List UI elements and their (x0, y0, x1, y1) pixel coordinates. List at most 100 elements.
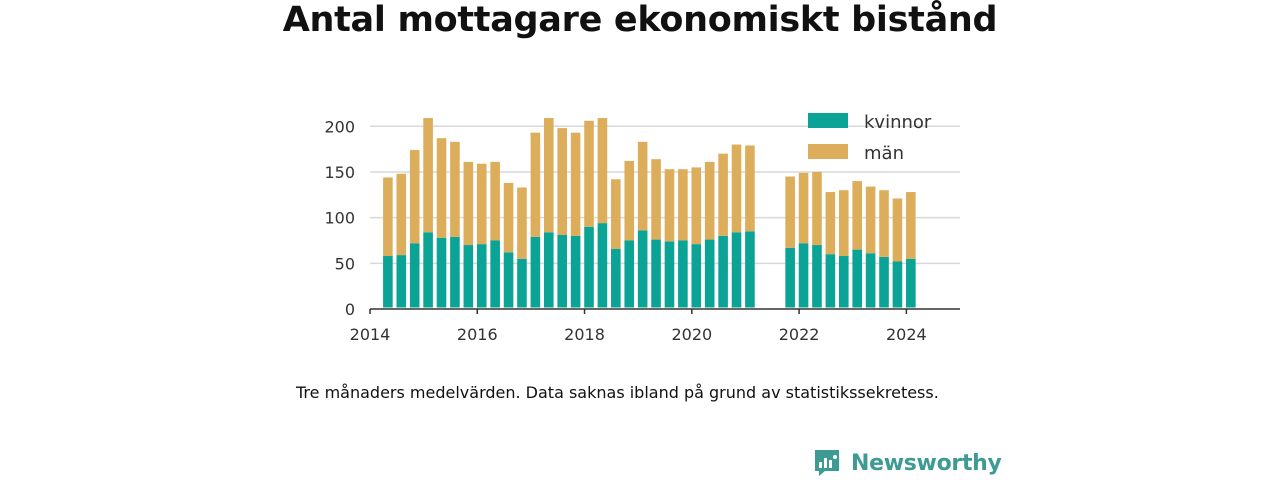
chart-title: Antal mottagare ekonomiskt bistånd (282, 0, 998, 40)
bar-man (530, 132, 541, 237)
bar-man (704, 161, 715, 240)
bar-kvinnor (892, 261, 903, 308)
bar-man (597, 118, 608, 224)
y-tick-label: 150 (324, 163, 355, 182)
bar-man (543, 118, 554, 233)
bar-man (731, 144, 742, 233)
bar-man (745, 145, 755, 232)
bar-kvinnor (731, 232, 742, 308)
bar-kvinnor (879, 256, 889, 308)
y-tick-label: 200 (324, 117, 355, 136)
bar-kvinnor (865, 253, 876, 308)
bar-kvinnor (570, 235, 581, 308)
bar-kvinnor (838, 256, 849, 308)
bar-kvinnor (409, 243, 420, 308)
bar-kvinnor (906, 258, 916, 308)
x-axis-ticks: 2014 2016 2018 2020 2022 2024 (350, 309, 927, 344)
bar-man (812, 171, 822, 246)
bar-kvinnor (745, 231, 755, 308)
bar-kvinnor (664, 241, 675, 308)
y-tick-label: 50 (335, 254, 355, 273)
bar-man (718, 153, 728, 236)
legend-label-kvinnor: kvinnor (864, 112, 932, 133)
bar-kvinnor (691, 244, 702, 308)
bar-man (409, 150, 420, 244)
bar-kvinnor (785, 247, 795, 308)
bar-man (825, 192, 836, 255)
bar-man (450, 141, 460, 237)
bar-kvinnor (463, 245, 474, 308)
bar-man (892, 198, 903, 262)
bar-man (396, 173, 407, 256)
bar-kvinnor (396, 255, 407, 308)
bar-man (436, 138, 447, 238)
bar-man (651, 159, 661, 240)
bar-man (557, 128, 567, 235)
x-tick-label: 2020 (671, 325, 712, 344)
bar-man (785, 176, 795, 248)
bar-kvinnor (624, 240, 635, 308)
bar-man (490, 161, 500, 241)
bar-kvinnor (825, 254, 836, 308)
legend: kvinnor män (808, 112, 932, 164)
bar-kvinnor (852, 249, 862, 308)
bar-kvinnor (597, 223, 608, 308)
bar-man (664, 169, 675, 242)
x-tick-label: 2024 (886, 325, 927, 344)
bar-kvinnor (678, 240, 688, 308)
bar-man (637, 141, 648, 231)
bar-kvinnor (436, 237, 447, 308)
bar-man (624, 160, 635, 241)
bar-kvinnor (557, 234, 567, 308)
bar-man (678, 169, 688, 241)
y-tick-label: 0 (345, 300, 355, 319)
x-tick-label: 2014 (350, 325, 391, 344)
bar-kvinnor (490, 240, 500, 308)
x-tick-label: 2018 (564, 325, 605, 344)
bar-man (865, 186, 876, 254)
bar-kvinnor (812, 245, 822, 308)
brand: Newsworthy (813, 446, 1002, 480)
bar-kvinnor (517, 258, 527, 308)
bar-kvinnor (611, 248, 621, 308)
bar-kvinnor (798, 243, 809, 308)
bar-kvinnor (476, 244, 487, 308)
bar-man (423, 118, 433, 233)
bar-man (691, 167, 702, 245)
y-axis-ticks: 0 50 100 150 200 (324, 117, 355, 319)
bar-man (476, 163, 487, 245)
bar-man (503, 182, 514, 253)
bar-man (838, 190, 849, 257)
y-tick-label: 100 (324, 209, 355, 228)
legend-label-man: män (864, 143, 904, 164)
bar-man (463, 161, 474, 246)
bar-kvinnor (584, 226, 594, 308)
bar-man (906, 192, 916, 259)
bar-kvinnor (530, 236, 541, 308)
bar-kvinnor (651, 239, 661, 308)
bar-man (570, 132, 581, 236)
bar-kvinnor (423, 232, 433, 308)
bar-man (798, 172, 809, 244)
bar-kvinnor (637, 230, 648, 308)
bar-man (517, 187, 527, 259)
bar-man (852, 181, 862, 250)
bar-man (879, 190, 889, 257)
newsworthy-logo-icon (815, 450, 839, 476)
x-tick-label: 2016 (457, 325, 498, 344)
brand-name: Newsworthy (851, 450, 1002, 476)
bar-kvinnor (450, 236, 460, 308)
legend-swatch-kvinnor (808, 113, 848, 128)
bar-kvinnor (718, 235, 728, 308)
x-tick-label: 2022 (779, 325, 820, 344)
bar-kvinnor (383, 256, 393, 308)
bar-kvinnor (503, 252, 514, 308)
chart-caption: Tre månaders medelvärden. Data saknas ib… (296, 383, 939, 402)
bar-kvinnor (543, 232, 554, 308)
bar-man (383, 177, 393, 257)
legend-swatch-man (808, 144, 848, 159)
bars (383, 118, 916, 308)
bar-kvinnor (704, 239, 715, 308)
bar-man (584, 120, 594, 227)
